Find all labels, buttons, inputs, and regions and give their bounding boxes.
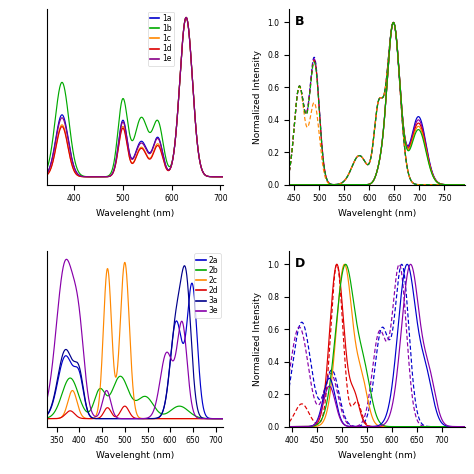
- X-axis label: Wavelenght (nm): Wavelenght (nm): [96, 451, 174, 460]
- X-axis label: Wavelenght (nm): Wavelenght (nm): [96, 209, 174, 218]
- Legend: 1a, 1b, 1c, 1d, 1e: 1a, 1b, 1c, 1d, 1e: [147, 11, 174, 66]
- X-axis label: Wavelenght (nm): Wavelenght (nm): [338, 209, 416, 218]
- Text: D: D: [294, 256, 305, 270]
- Y-axis label: Normalized Intensity: Normalized Intensity: [253, 50, 262, 144]
- Legend: 2a, 2b, 2c, 2d, 3a, 3e: 2a, 2b, 2c, 2d, 3a, 3e: [194, 254, 220, 318]
- Text: B: B: [294, 15, 304, 28]
- X-axis label: Wavelenght (nm): Wavelenght (nm): [338, 451, 416, 460]
- Y-axis label: Normalized Intensity: Normalized Intensity: [253, 292, 262, 386]
